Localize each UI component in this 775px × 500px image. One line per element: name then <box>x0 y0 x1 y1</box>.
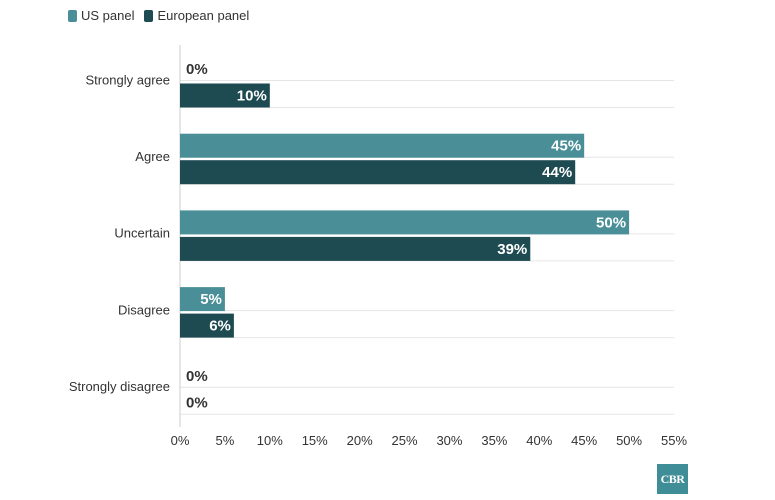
legend-label-us: US panel <box>81 8 135 23</box>
category-label: Disagree <box>118 302 170 317</box>
legend-swatch-us <box>68 9 77 22</box>
data-label-eu: 6% <box>209 318 231 335</box>
bar-us <box>180 287 225 312</box>
x-tick-label: 10% <box>257 433 283 448</box>
bar-eu <box>180 160 576 185</box>
bar-us <box>180 133 585 158</box>
legend-label-eu: European panel <box>157 8 250 23</box>
data-label-us: 50% <box>596 214 626 231</box>
category-label: Uncertain <box>114 226 170 241</box>
x-tick-label: 20% <box>347 433 373 448</box>
x-tick-label: 40% <box>526 433 552 448</box>
bar-eu <box>180 236 531 261</box>
x-tick-label: 55% <box>661 433 687 448</box>
bar-chart: Strongly agree 0% 10% Agree 45% 44% Uncertain 5… <box>69 45 687 448</box>
x-tick-label: 0% <box>171 433 190 448</box>
x-tick-label: 15% <box>302 433 328 448</box>
legend-swatch-eu <box>144 9 154 22</box>
x-tick-label: 30% <box>436 433 462 448</box>
x-tick-label: 5% <box>216 433 235 448</box>
x-tick-label: 50% <box>616 433 642 448</box>
category-label: Strongly agree <box>85 72 170 87</box>
x-tick-label: 25% <box>392 433 418 448</box>
category-label: Agree <box>135 149 170 164</box>
bar-eu <box>180 313 234 338</box>
data-label-us: 0% <box>186 368 208 385</box>
cbr-logo: CBR <box>657 464 688 494</box>
data-label-us: 45% <box>551 138 581 155</box>
data-label-us: 5% <box>200 291 222 308</box>
bar-eu <box>180 83 270 108</box>
data-label-us: 0% <box>186 61 208 78</box>
bar-us <box>180 210 630 235</box>
data-label-eu: 44% <box>542 164 572 181</box>
legend-item-us: US panel <box>68 8 134 23</box>
category-label: Strongly disagree <box>69 379 170 394</box>
data-label-eu: 0% <box>186 394 208 411</box>
chart-legend: US panel European panel <box>68 8 253 23</box>
legend-item-eu: European panel <box>144 8 249 23</box>
data-label-eu: 39% <box>497 241 527 258</box>
data-label-eu: 10% <box>237 88 267 105</box>
x-tick-label: 45% <box>571 433 597 448</box>
x-tick-label: 35% <box>481 433 507 448</box>
